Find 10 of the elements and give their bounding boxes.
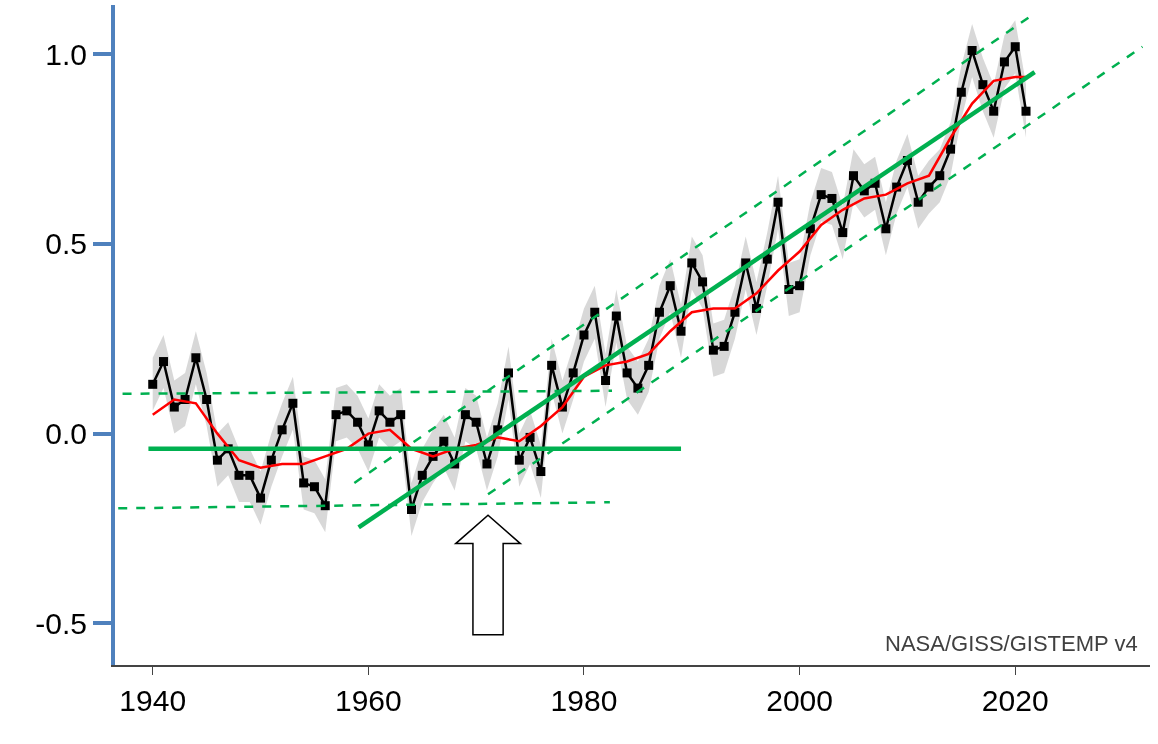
y-tick-label: 0.0 bbox=[45, 417, 87, 451]
y-tick-label: 0.5 bbox=[45, 227, 87, 261]
x-tick-label: 1940 bbox=[119, 683, 187, 717]
y-tick-label: -0.5 bbox=[35, 606, 87, 640]
x-tick-label: 2000 bbox=[766, 683, 833, 717]
x-tick-label: 1980 bbox=[550, 683, 618, 717]
x-tick-label: 1960 bbox=[334, 683, 402, 717]
x-tick-label: 2020 bbox=[981, 683, 1049, 717]
annotation: NASA/GISS/GISTEMP v4 bbox=[885, 631, 1138, 656]
y-tick-label: 1.0 bbox=[45, 37, 87, 71]
